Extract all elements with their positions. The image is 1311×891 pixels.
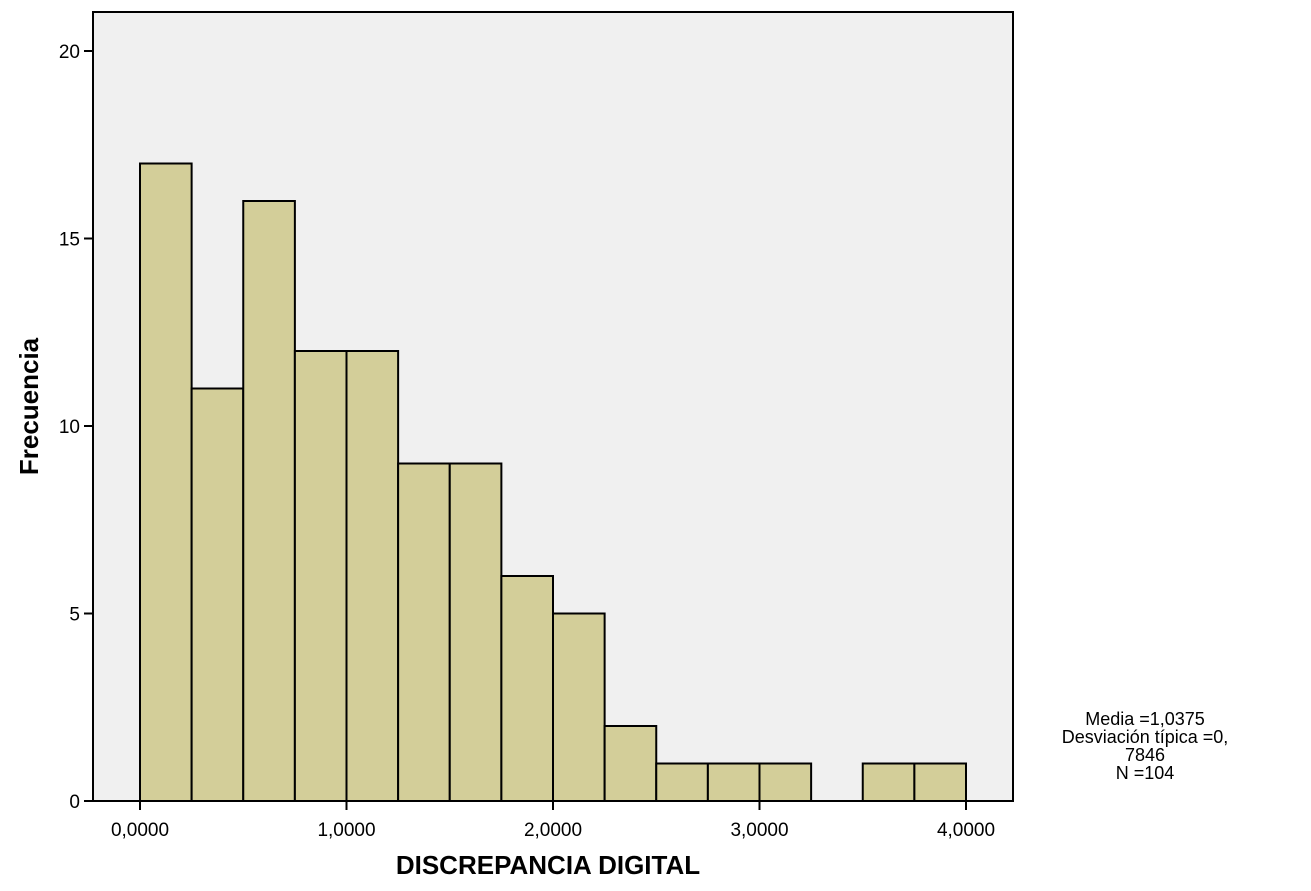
- histogram-bar-7: [500, 575, 554, 802]
- statistics-box: Media =1,0375 Desviación típica =0, 7846…: [1045, 710, 1245, 782]
- histogram-bar-6: [448, 462, 503, 802]
- y-tick-label: 10: [59, 417, 80, 438]
- histogram-bar-15: [913, 762, 967, 802]
- y-axis: 0 5 10 15 20: [59, 42, 93, 813]
- histogram-bar-1: [190, 387, 245, 802]
- histogram-bar-12: [758, 762, 813, 802]
- y-axis-title: Frecuencia: [14, 337, 44, 475]
- x-tick-label: 1,0000: [317, 820, 375, 841]
- stat-std-dev-line2: 7846: [1124, 745, 1166, 765]
- histogram-bar-2: [242, 200, 296, 802]
- x-axis-title: DISCREPANCIA DIGITAL: [396, 850, 700, 880]
- histogram-bar-4: [345, 350, 400, 802]
- histogram-bar-8: [552, 612, 606, 802]
- x-tick-label: 0,0000: [111, 820, 169, 841]
- histogram-bar-10: [655, 762, 709, 802]
- histogram-bar-11: [706, 762, 761, 802]
- y-tick-label: 15: [59, 230, 80, 251]
- x-tick-label: 2,0000: [524, 820, 582, 841]
- histogram-bar-5: [397, 462, 451, 802]
- x-tick-label: 4,0000: [937, 820, 995, 841]
- y-tick-label: 0: [69, 792, 80, 813]
- stat-n: N =104: [1115, 763, 1175, 783]
- y-tick-label: 5: [69, 605, 80, 626]
- histogram-bar-0: [139, 162, 193, 802]
- stat-mean: Media =1,0375: [1085, 709, 1205, 729]
- bars-group: [139, 162, 967, 802]
- x-axis: 0,0000 1,0000 2,0000 3,0000 4,0000: [111, 801, 995, 841]
- histogram-bar-9: [603, 725, 658, 802]
- histogram-bar-14: [861, 762, 916, 802]
- histogram-bar-3: [293, 350, 348, 802]
- stat-std-dev-line1: Desviación típica =0,: [1061, 727, 1229, 747]
- y-tick-label: 20: [59, 42, 80, 63]
- x-tick-label: 3,0000: [730, 820, 788, 841]
